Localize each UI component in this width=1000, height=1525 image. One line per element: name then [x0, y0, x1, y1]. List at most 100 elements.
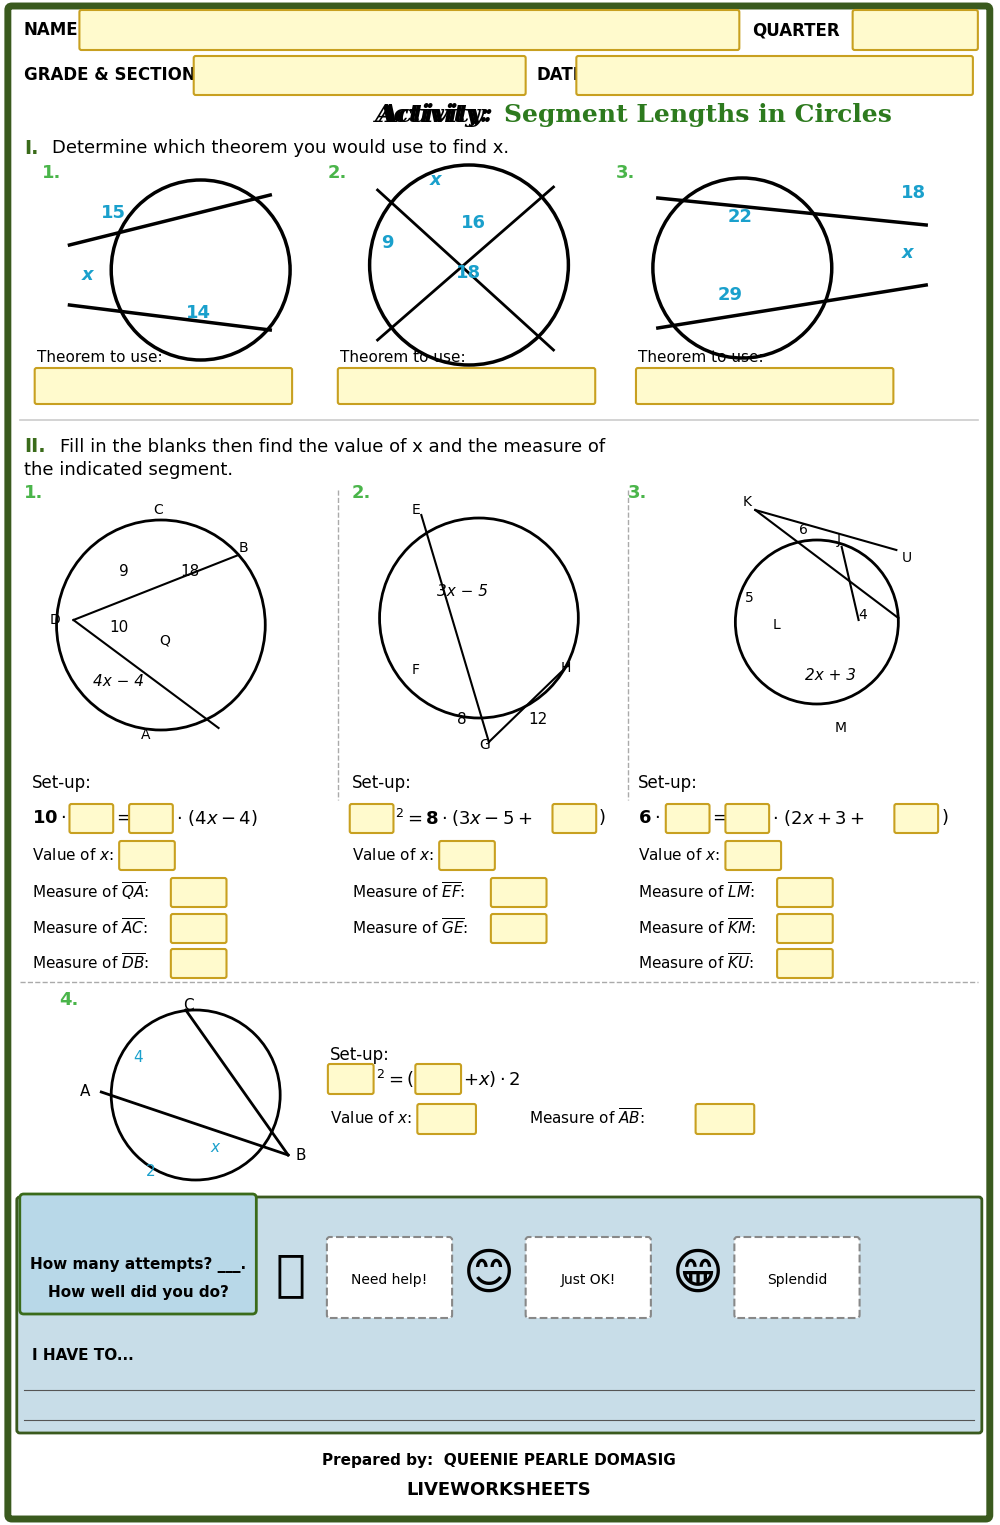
Text: ): )	[941, 808, 948, 827]
FancyBboxPatch shape	[636, 368, 893, 404]
FancyBboxPatch shape	[338, 368, 595, 404]
Text: How many attempts? ___.: How many attempts? ___.	[30, 1257, 246, 1273]
Text: 4: 4	[859, 608, 867, 622]
FancyBboxPatch shape	[777, 913, 833, 942]
Text: A: A	[141, 727, 151, 743]
Text: Activity:: Activity:	[379, 104, 494, 127]
Text: x: x	[81, 265, 93, 284]
Text: 😁: 😁	[672, 1250, 724, 1299]
Text: 2: 2	[146, 1165, 156, 1179]
FancyBboxPatch shape	[350, 804, 393, 833]
Text: 2.: 2.	[328, 165, 347, 181]
Text: Set-up:: Set-up:	[352, 775, 412, 791]
Text: =: =	[116, 808, 131, 827]
Text: 18: 18	[901, 185, 926, 201]
Text: Measure of $\overline{AB}$:: Measure of $\overline{AB}$:	[529, 1109, 644, 1128]
FancyBboxPatch shape	[69, 804, 113, 833]
Text: C: C	[153, 503, 163, 517]
Text: 2.: 2.	[352, 483, 371, 502]
Text: $\mathbf{10} \cdot$: $\mathbf{10} \cdot$	[32, 808, 66, 827]
Text: $+ x) \cdot 2$: $+ x) \cdot 2$	[463, 1069, 520, 1089]
Text: Measure of $\overline{DB}$:: Measure of $\overline{DB}$:	[32, 953, 149, 973]
Text: Measure of $\overline{KU}$:: Measure of $\overline{KU}$:	[638, 953, 754, 973]
Text: E: E	[411, 503, 420, 517]
FancyBboxPatch shape	[725, 840, 781, 869]
FancyBboxPatch shape	[79, 11, 739, 50]
FancyBboxPatch shape	[328, 1064, 374, 1093]
FancyBboxPatch shape	[327, 1237, 452, 1318]
Text: K: K	[742, 496, 751, 509]
Text: Value of $x$:: Value of $x$:	[638, 846, 720, 863]
Text: Value of $x$:: Value of $x$:	[330, 1110, 412, 1125]
Text: Determine which theorem you would use to find x.: Determine which theorem you would use to…	[52, 139, 509, 157]
Text: Just OK!: Just OK!	[561, 1273, 616, 1287]
Text: NAME: NAME	[24, 21, 78, 40]
Text: DATE: DATE	[537, 66, 585, 84]
Text: 3.: 3.	[628, 483, 647, 502]
Text: Fill in the blanks then find the value of x and the measure of: Fill in the blanks then find the value o…	[60, 438, 605, 456]
Text: Theorem to use:: Theorem to use:	[638, 351, 764, 366]
Text: 9: 9	[119, 564, 129, 580]
Text: B: B	[295, 1147, 306, 1162]
Text: the indicated segment.: the indicated segment.	[24, 461, 233, 479]
Text: 4: 4	[133, 1051, 143, 1066]
FancyBboxPatch shape	[666, 804, 710, 833]
Text: Theorem to use:: Theorem to use:	[37, 351, 162, 366]
Text: Segment Lengths in Circles: Segment Lengths in Circles	[504, 104, 892, 127]
Text: $\mathbf{6} \cdot$: $\mathbf{6} \cdot$	[638, 808, 660, 827]
FancyBboxPatch shape	[17, 1197, 982, 1433]
Text: F: F	[411, 663, 419, 677]
Text: L: L	[773, 618, 781, 631]
Text: Set-up:: Set-up:	[330, 1046, 390, 1064]
Text: Measure of $\overline{QA}$:: Measure of $\overline{QA}$:	[32, 881, 149, 903]
Text: 1.: 1.	[24, 483, 43, 502]
Text: =: =	[712, 808, 727, 827]
FancyBboxPatch shape	[129, 804, 173, 833]
Text: 3.: 3.	[616, 165, 635, 181]
FancyBboxPatch shape	[194, 56, 526, 95]
Text: 1.: 1.	[42, 165, 61, 181]
Text: Measure of $\overline{LM}$:: Measure of $\overline{LM}$:	[638, 881, 755, 903]
Text: Prepared by:  QUEENIE PEARLE DOMASIG: Prepared by: QUEENIE PEARLE DOMASIG	[322, 1452, 676, 1467]
Text: LIVEWORKSHEETS: LIVEWORKSHEETS	[406, 1481, 591, 1499]
Text: U: U	[901, 551, 911, 564]
Text: 3x − 5: 3x − 5	[437, 584, 488, 599]
Text: 14: 14	[186, 303, 211, 322]
Text: Splendid: Splendid	[767, 1273, 827, 1287]
Text: Theorem to use:: Theorem to use:	[340, 351, 465, 366]
FancyBboxPatch shape	[35, 368, 292, 404]
Text: Measure of $\overline{AC}$:: Measure of $\overline{AC}$:	[32, 918, 148, 938]
FancyBboxPatch shape	[119, 840, 175, 869]
Text: 2x + 3: 2x + 3	[805, 668, 856, 683]
Text: Q: Q	[159, 633, 170, 647]
Text: H: H	[560, 660, 571, 676]
FancyBboxPatch shape	[853, 11, 978, 50]
Text: 5: 5	[745, 592, 754, 605]
Text: Value of $x$:: Value of $x$:	[32, 846, 114, 863]
Text: GRADE & SECTION: GRADE & SECTION	[24, 66, 196, 84]
Text: 10: 10	[109, 621, 128, 636]
Text: How well did you do?: How well did you do?	[48, 1284, 228, 1299]
Text: x: x	[429, 171, 441, 189]
Text: Set-up:: Set-up:	[32, 775, 92, 791]
Text: Need help!: Need help!	[351, 1273, 428, 1287]
FancyBboxPatch shape	[734, 1237, 860, 1318]
Text: 4.: 4.	[60, 991, 79, 1010]
Text: M: M	[835, 721, 847, 735]
Text: 6: 6	[799, 523, 808, 537]
Text: Measure of $\overline{KM}$:: Measure of $\overline{KM}$:	[638, 918, 756, 938]
Text: 9: 9	[382, 233, 394, 252]
Text: 12: 12	[529, 712, 548, 727]
Text: II.: II.	[24, 438, 45, 456]
FancyBboxPatch shape	[894, 804, 938, 833]
Text: $^2 = \mathbf{8} \cdot (3x-5+$: $^2 = \mathbf{8} \cdot (3x-5+$	[395, 807, 533, 830]
Text: 😊: 😊	[463, 1250, 515, 1299]
Text: C: C	[183, 997, 193, 1013]
Text: 18: 18	[456, 264, 481, 282]
Text: $^2 = ($: $^2 = ($	[376, 1068, 414, 1090]
Text: B: B	[238, 541, 248, 555]
Text: Measure of $\overline{EF}$:: Measure of $\overline{EF}$:	[352, 881, 465, 903]
Text: Activity:: Activity:	[375, 104, 499, 127]
Text: 8: 8	[457, 712, 467, 727]
Text: $\cdot\ (2x+3+$: $\cdot\ (2x+3+$	[772, 808, 865, 828]
